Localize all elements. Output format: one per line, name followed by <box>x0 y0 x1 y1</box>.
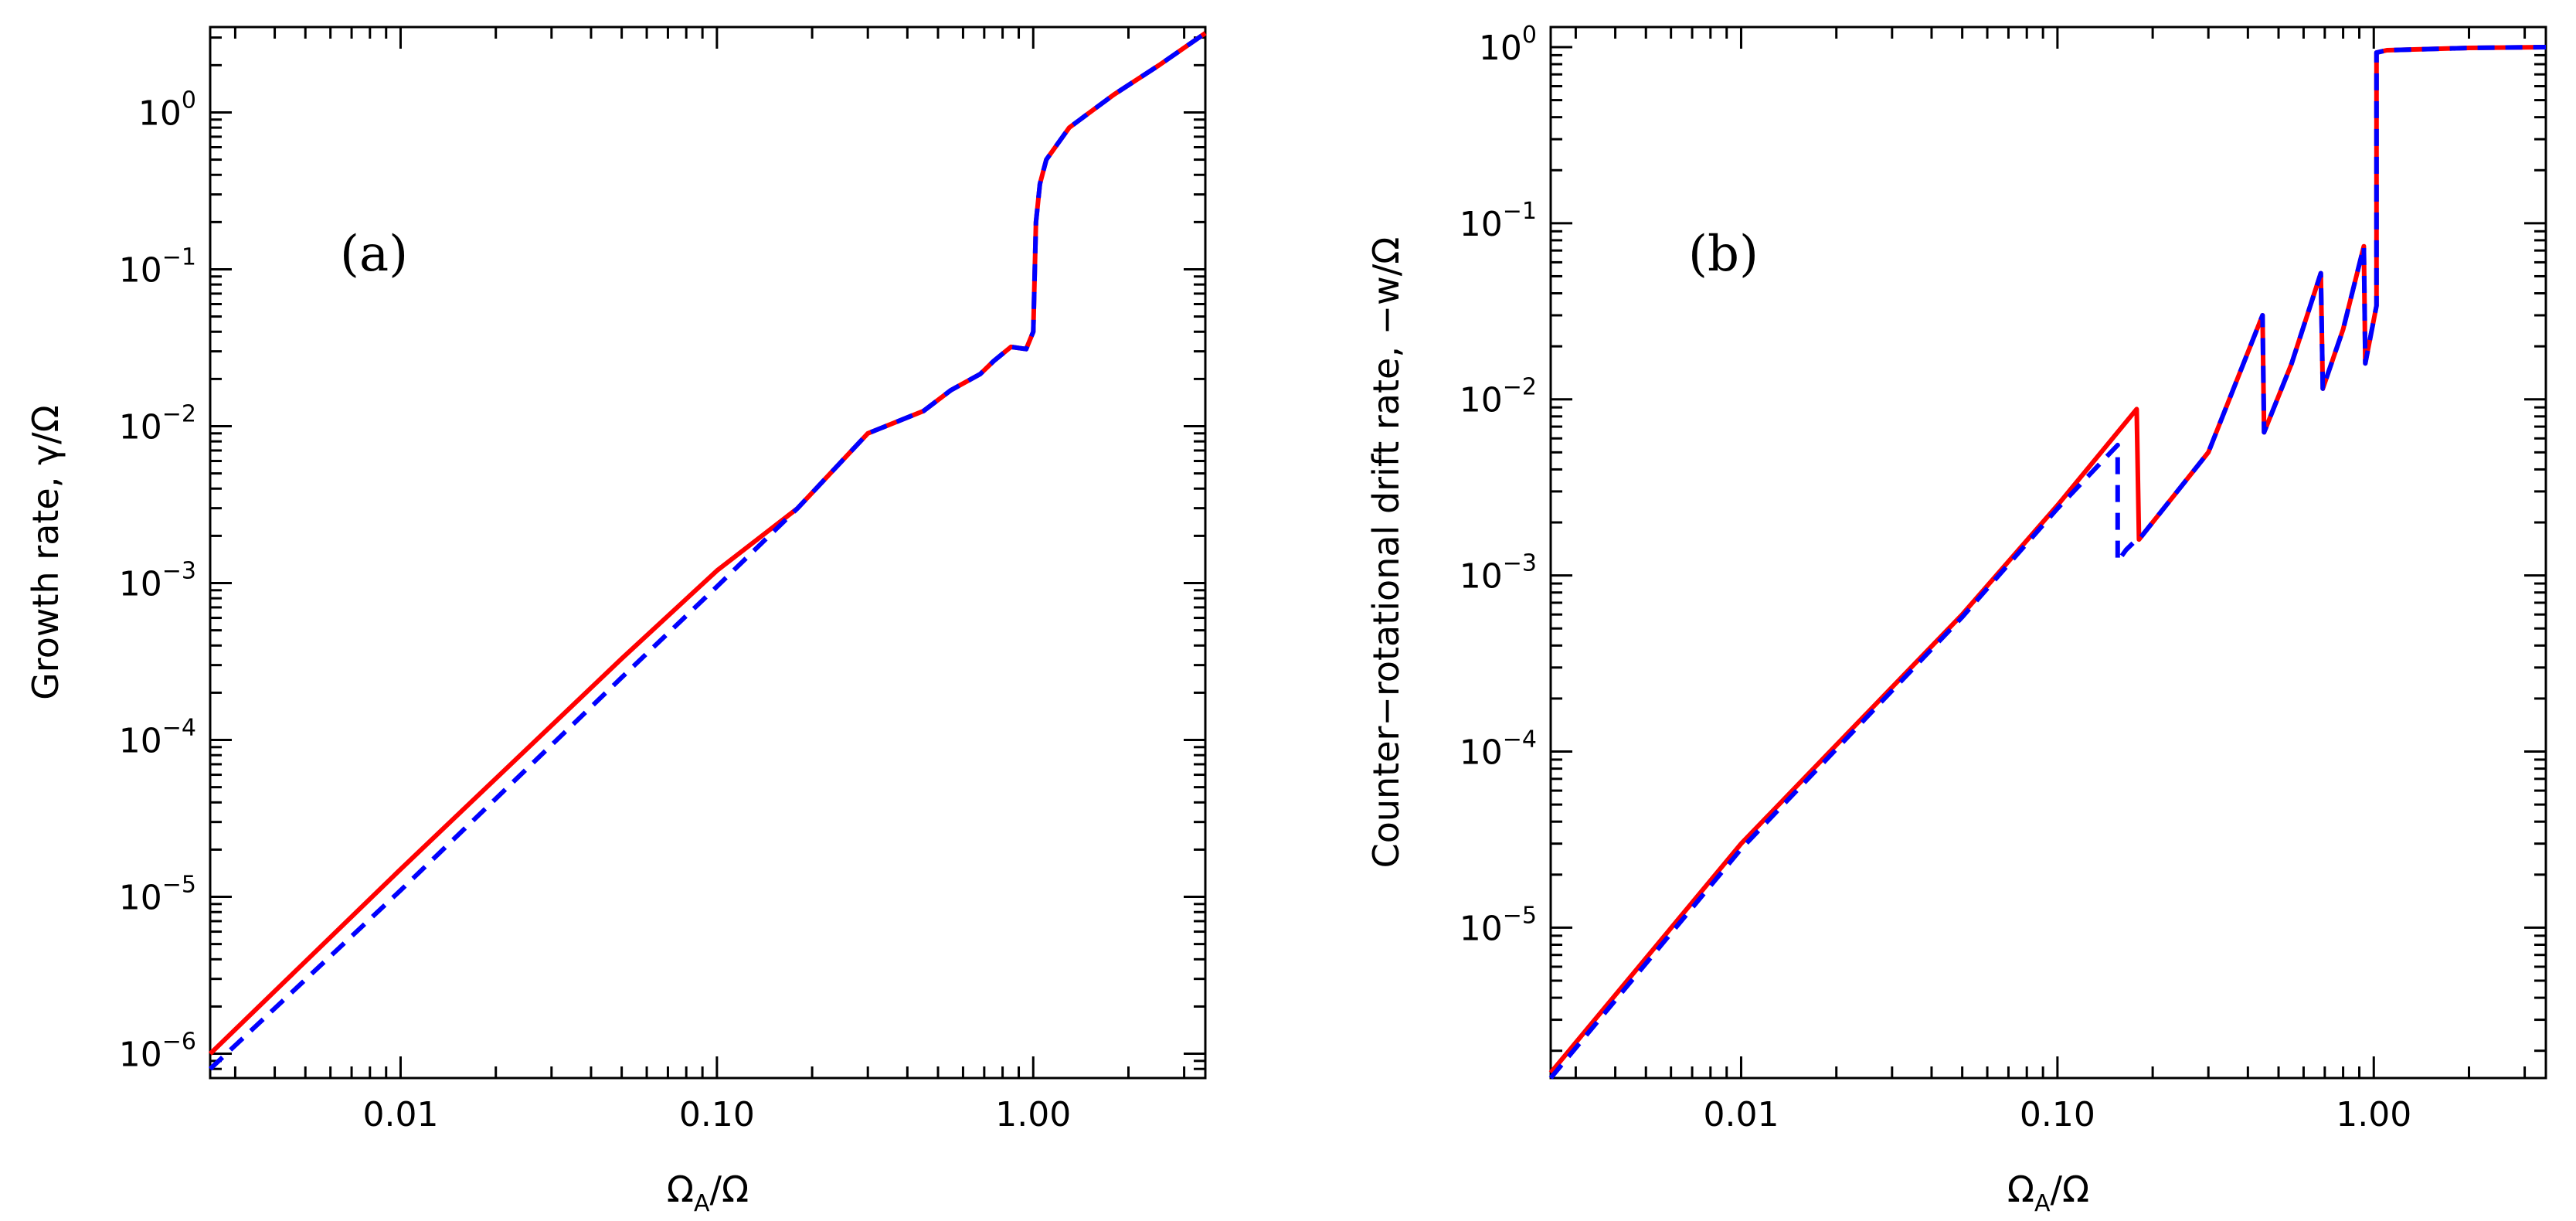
y-tick-label: 10−3 <box>1460 550 1537 597</box>
series-line-solid <box>208 31 1207 1056</box>
y-tick-label: 10−2 <box>119 400 196 447</box>
x-tick-label: 1.00 <box>2336 1095 2411 1134</box>
series-line-dashed <box>1548 45 2547 1080</box>
panel-a-x-axis-label: ΩA/Ω <box>667 1168 749 1217</box>
x-tick-label: 0.10 <box>2020 1095 2095 1134</box>
y-tick-label: 10−2 <box>1460 374 1537 420</box>
panel-b-frame <box>1549 26 2547 1080</box>
panel-a: (a) 0.01 0.10 1.00 10−610−510−410−310−210−… <box>25 26 1207 1217</box>
y-tick-label: 10−5 <box>1460 902 1537 948</box>
y-tick-label: 10−1 <box>119 243 196 290</box>
y-tick-label: 10−6 <box>119 1029 196 1075</box>
panel-b-label: (b) <box>1688 226 1759 283</box>
x-tick-label: 0.01 <box>1703 1095 1779 1134</box>
panel-b-series <box>1548 45 2547 1080</box>
y-tick-label: 10−1 <box>1460 198 1537 244</box>
x-tick-label: 1.00 <box>995 1095 1071 1134</box>
x-tick-label: 0.10 <box>679 1095 755 1134</box>
panel-a-frame <box>209 26 1207 1080</box>
series-line-solid <box>1548 45 2547 1075</box>
panel-a-label: (a) <box>340 226 408 283</box>
y-tick-label: 10−4 <box>1460 726 1537 773</box>
panel-a-x-ticks: 0.01 0.10 1.00 <box>233 27 1186 1134</box>
panel-b: (b) 0.01 0.10 1.00 10−5 10−4 10−3 10−2 10−1 100… <box>1365 22 2547 1217</box>
panel-a-y-axis-label: Growth rate, γ/Ω <box>25 405 66 700</box>
y-tick-label: 10−3 <box>119 558 196 604</box>
panel-b-x-ticks: 0.01 0.10 1.00 <box>1574 27 2527 1134</box>
y-tick-label: 10−5 <box>119 872 196 918</box>
x-tick-label: 0.01 <box>362 1095 438 1134</box>
panel-b-y-ticks: 10−5 10−4 10−3 10−2 10−1 100 <box>1460 22 2546 1053</box>
panel-b-x-axis-label: ΩA/Ω <box>2007 1168 2089 1217</box>
panel-b-y-axis-label: Counter−rotational drift rate, −w/Ω <box>1365 237 1407 869</box>
y-tick-label: 100 <box>138 87 196 133</box>
y-tick-label: 10−4 <box>119 715 196 761</box>
panel-a-y-ticks: 10−6 10−5 10−4 10−3 10−2 10−1 100 <box>119 36 1205 1080</box>
panel-a-series <box>208 31 1207 1071</box>
y-tick-label: 100 <box>1479 22 1537 68</box>
series-line-dashed <box>208 31 1207 1071</box>
